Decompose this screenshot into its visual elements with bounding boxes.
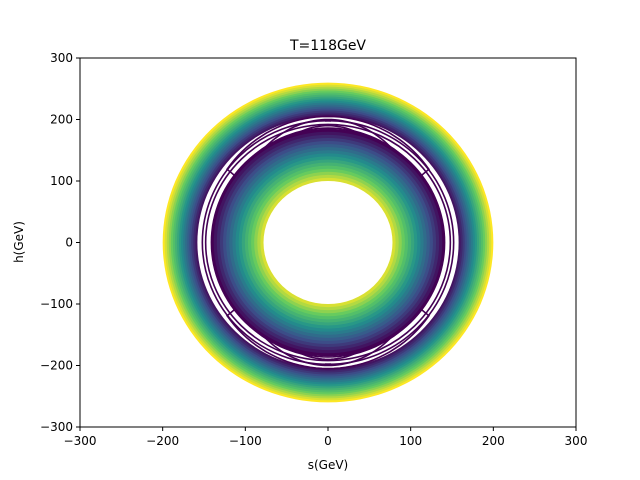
y-tick-label: 0 [65,236,73,250]
y-axis: −300 −200 −100 0 100 200 300 [40,51,80,434]
x-tick-label: 0 [324,434,332,448]
x-tick-label: −300 [64,434,97,448]
x-axis: −300 −200 −100 0 100 200 300 [64,427,588,448]
center-hole [263,181,393,304]
x-tick-label: −100 [229,434,262,448]
x-tick-label: 200 [482,434,505,448]
y-axis-label: h(GeV) [12,221,26,263]
y-tick-label: 200 [50,113,73,127]
x-tick-label: −200 [146,434,179,448]
y-tick-label: 300 [50,51,73,65]
y-tick-label: −300 [40,420,73,434]
x-tick-label: 100 [399,434,422,448]
plot-area [162,82,494,403]
y-tick-label: −200 [40,359,73,373]
y-tick-label: 100 [50,174,73,188]
y-tick-label: −100 [40,297,73,311]
x-axis-label: s(GeV) [308,458,349,472]
x-tick-label: 300 [565,434,588,448]
chart-title: T=118GeV [289,38,366,54]
gap-contour-line [204,123,452,362]
